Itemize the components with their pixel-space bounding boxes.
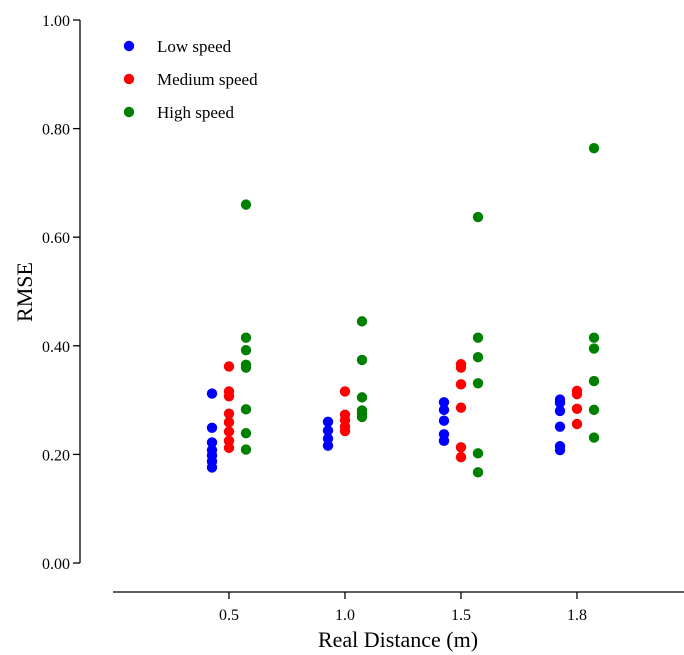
data-point [455, 362, 467, 373]
data-point [588, 332, 600, 343]
data-point [438, 397, 450, 408]
series-low-speed [206, 388, 566, 473]
data-point [588, 404, 600, 416]
x-axis-ticks: 0.5 1.0 1.5 1.8 [219, 592, 587, 624]
data-point [472, 378, 484, 389]
y-tick-label: 0.00 [42, 556, 70, 573]
data-point [455, 451, 467, 463]
data-point [223, 391, 235, 402]
data-point [571, 403, 583, 414]
y-tick-label: 0.60 [42, 230, 70, 247]
data-point [240, 344, 252, 356]
x-tick-label: 1.8 [567, 607, 587, 624]
data-point [322, 425, 334, 436]
data-point [223, 417, 235, 428]
data-point [571, 418, 583, 430]
series-medium-speed [223, 359, 583, 463]
data-point [554, 421, 566, 432]
data-point [438, 435, 450, 447]
data-point [588, 142, 600, 154]
x-tick-label: 1.5 [451, 607, 471, 624]
y-axis-label: RMSE [12, 262, 37, 322]
data-point [322, 416, 334, 428]
data-point [206, 388, 218, 399]
data-point [455, 442, 467, 453]
data-point [356, 354, 368, 366]
data-point [438, 415, 450, 426]
data-point [240, 428, 252, 439]
data-point [356, 316, 368, 327]
axes: 0.00 0.20 0.40 0.60 0.80 1.00 0.5 1.0 1.5 1.8 [42, 13, 684, 624]
data-points [206, 142, 600, 478]
data-point [240, 444, 252, 455]
data-point [472, 352, 484, 363]
data-point [339, 386, 351, 397]
legend-label: Medium speed [157, 70, 258, 89]
data-point [455, 402, 467, 413]
y-tick-label: 0.80 [42, 122, 70, 139]
y-axis-ticks: 0.00 0.20 0.40 0.60 0.80 1.00 [42, 13, 80, 573]
data-point [356, 411, 368, 423]
data-point [356, 392, 368, 403]
data-point [339, 425, 351, 437]
data-point [554, 405, 566, 417]
data-point [472, 211, 484, 223]
legend-marker [123, 40, 135, 52]
data-point [240, 362, 252, 373]
y-tick-label: 0.40 [42, 339, 70, 356]
data-point [223, 426, 235, 437]
data-point [240, 332, 252, 343]
data-point [588, 432, 600, 443]
y-tick-label: 1.00 [42, 13, 70, 30]
data-point [554, 397, 566, 409]
data-point [223, 442, 235, 454]
data-point [455, 379, 467, 390]
legend-marker [123, 73, 135, 85]
data-point [472, 467, 484, 478]
data-point [588, 343, 600, 354]
data-point [438, 404, 450, 416]
data-point [206, 422, 218, 433]
x-tick-label: 0.5 [219, 607, 239, 624]
data-point [240, 404, 252, 415]
data-point [223, 361, 235, 372]
data-point [240, 199, 252, 210]
data-point [588, 375, 600, 387]
data-point [206, 437, 218, 448]
data-point [223, 408, 235, 419]
series-high-speed [240, 142, 600, 478]
legend-label: High speed [157, 103, 234, 122]
y-tick-label: 0.20 [42, 447, 70, 464]
data-point [472, 448, 484, 459]
legend-marker [123, 106, 135, 118]
data-point [206, 462, 218, 473]
legend: Low speed Medium speed High speed [123, 37, 258, 122]
x-axis-label: Real Distance (m) [318, 627, 478, 652]
x-tick-label: 1.0 [335, 607, 355, 624]
data-point [554, 444, 566, 456]
data-point [322, 440, 334, 451]
data-point [571, 388, 583, 400]
data-point [472, 332, 484, 343]
legend-label: Low speed [157, 37, 232, 56]
